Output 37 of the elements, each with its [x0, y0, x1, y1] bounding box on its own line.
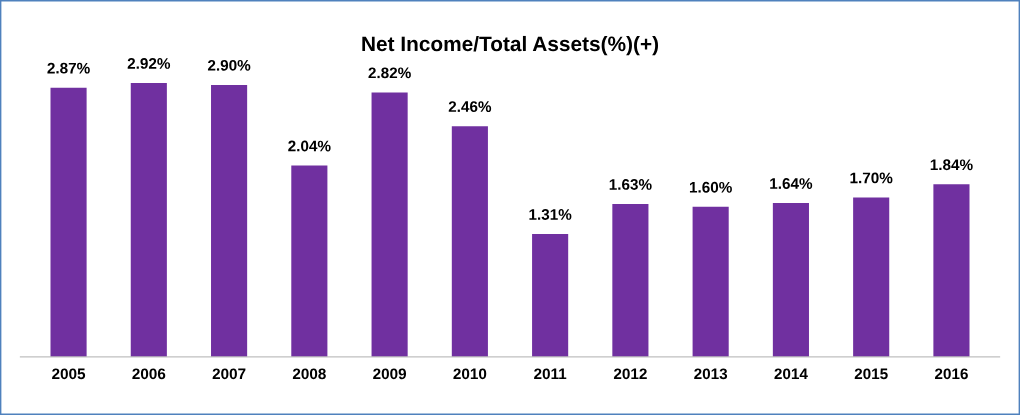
bar [853, 197, 890, 357]
bar [291, 165, 328, 357]
bar [371, 92, 408, 357]
data-label: 1.70% [850, 172, 893, 184]
bar [612, 204, 649, 357]
data-label: 1.63% [609, 179, 652, 190]
data-label: 2.46% [448, 101, 492, 113]
bar [692, 206, 729, 357]
data-label: 2.92% [127, 58, 171, 69]
x-tick-label: 2011 [534, 368, 567, 380]
bar [451, 126, 488, 357]
data-label: 2.87% [47, 62, 90, 74]
x-tick-label: 2005 [52, 368, 86, 380]
x-tick-label: 2013 [694, 368, 728, 380]
bar [130, 83, 167, 357]
data-label: 1.60% [689, 181, 732, 193]
bar [211, 84, 248, 357]
x-tick-label: 2014 [774, 368, 808, 380]
data-label: 1.31% [529, 209, 572, 220]
x-tick-label: 2012 [613, 368, 647, 380]
x-tick-label: 2006 [132, 368, 166, 380]
data-label: 2.04% [288, 140, 331, 152]
data-label: 1.64% [770, 178, 813, 189]
x-tick-label: 2016 [934, 368, 968, 380]
bar [933, 184, 970, 357]
x-tick-label: 2008 [292, 368, 326, 380]
x-tick-label: 2009 [373, 368, 407, 380]
data-label: 2.82% [368, 67, 411, 79]
bar [772, 203, 809, 357]
data-label: 1.84% [930, 159, 973, 171]
bar [532, 234, 569, 357]
bar [50, 87, 87, 357]
data-label: 2.90% [207, 59, 251, 71]
x-tick-label: 2015 [854, 368, 888, 380]
x-tick-label: 2010 [453, 368, 487, 380]
chart-title: Net Income/Total Assets(%)(+) [362, 35, 659, 56]
x-tick-label: 2007 [212, 368, 246, 380]
